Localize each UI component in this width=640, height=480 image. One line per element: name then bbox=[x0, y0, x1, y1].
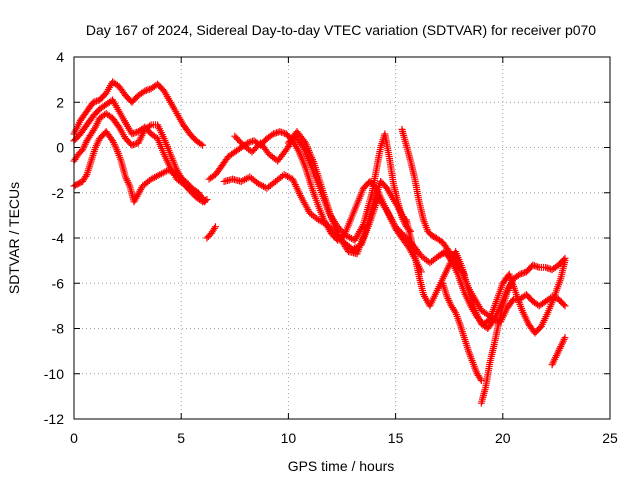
axis-ticks bbox=[73, 56, 611, 420]
data-points bbox=[70, 78, 569, 407]
data-point bbox=[264, 149, 272, 157]
series-track-9 bbox=[284, 128, 410, 258]
data-point bbox=[139, 88, 147, 96]
x-tick-label: 10 bbox=[281, 430, 297, 446]
series-track-5 bbox=[203, 223, 220, 242]
y-tick-label: -12 bbox=[44, 411, 64, 427]
data-point bbox=[451, 307, 459, 315]
y-tick-label: 0 bbox=[56, 140, 64, 156]
data-point bbox=[82, 172, 90, 180]
series-track-11 bbox=[402, 216, 569, 332]
data-point bbox=[476, 375, 484, 383]
data-point bbox=[561, 302, 569, 310]
series-track-12 bbox=[434, 248, 569, 337]
x-tick-label: 0 bbox=[70, 430, 78, 446]
x-tick-label: 20 bbox=[495, 430, 511, 446]
y-tick-label: 4 bbox=[56, 49, 64, 65]
series-track-4 bbox=[70, 128, 209, 206]
y-tick-label: -2 bbox=[52, 185, 65, 201]
data-point bbox=[508, 297, 516, 305]
series-track-14 bbox=[477, 279, 515, 407]
data-point bbox=[146, 122, 154, 130]
series-track-13 bbox=[439, 279, 485, 385]
y-tick-label: -8 bbox=[52, 321, 65, 337]
x-tick-label: 15 bbox=[388, 430, 404, 446]
y-tick-label: -10 bbox=[44, 366, 64, 382]
series-track-7 bbox=[220, 171, 468, 278]
chart-title: Day 167 of 2024, Sidereal Day-to-day VTE… bbox=[86, 22, 596, 38]
x-tick-label: 5 bbox=[177, 430, 185, 446]
data-point bbox=[561, 257, 569, 265]
data-point bbox=[507, 279, 515, 287]
series-track-1 bbox=[70, 78, 207, 149]
y-axis-label: SDTVAR / TECUs bbox=[6, 182, 22, 294]
y-tick-label: 2 bbox=[56, 94, 64, 110]
data-point bbox=[268, 131, 276, 139]
x-tick-label: 25 bbox=[602, 430, 618, 446]
x-axis-label: GPS time / hours bbox=[288, 458, 395, 474]
data-point bbox=[212, 223, 220, 231]
tick-labels: 0 5 10 15 20 25 -12 -10 -8 -6 -4 -2 0 2 4 bbox=[44, 49, 618, 446]
series-track-3 bbox=[70, 110, 207, 204]
data-point bbox=[197, 140, 205, 148]
data-point bbox=[210, 224, 218, 232]
series-track-15 bbox=[548, 334, 569, 369]
y-tick-label: -6 bbox=[52, 275, 65, 291]
data-point bbox=[90, 125, 98, 133]
data-point bbox=[201, 198, 209, 206]
y-tick-label: -4 bbox=[52, 230, 65, 246]
data-point bbox=[561, 334, 569, 342]
data-point bbox=[200, 196, 208, 204]
data-point bbox=[560, 301, 568, 309]
data-point bbox=[199, 141, 207, 149]
data-point bbox=[514, 271, 522, 279]
